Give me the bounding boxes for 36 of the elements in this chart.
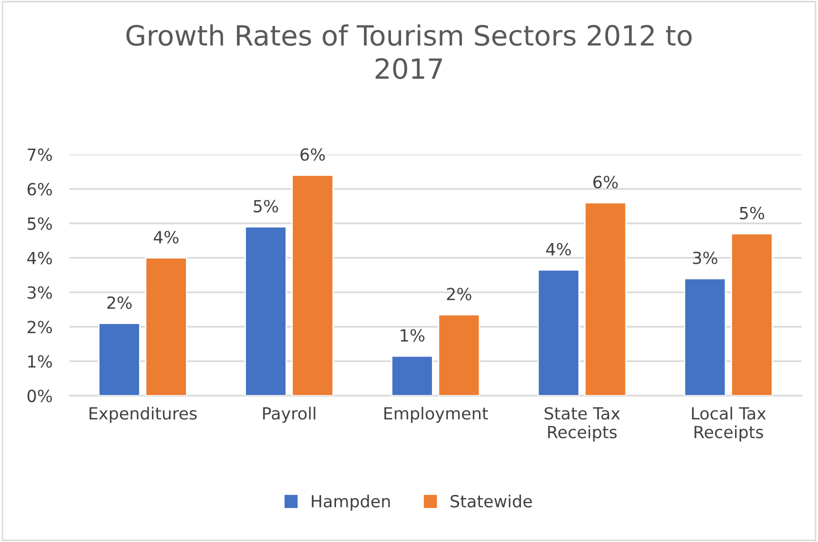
y-tick-label: 3% [28,286,52,299]
y-tick-label: 0% [28,390,52,402]
data-label: 3% [693,252,718,264]
x-tick-label: Local Tax Receipts [692,406,766,442]
x-tick-label: Employment [384,406,488,423]
bar [291,174,334,396]
data-label: 4% [154,230,178,244]
y-tick-label: 7% [28,148,52,162]
data-label: 1% [400,329,424,342]
y-tick-label: 2% [28,320,52,334]
bar [390,355,434,396]
data-label: 5% [254,200,278,212]
y-tick-label: 1% [28,355,52,368]
data-label: 5% [740,206,764,220]
x-tick-label: State Tax Receipts [544,407,620,442]
bar [584,202,627,396]
y-tick-label: 5% [28,217,52,230]
chart-title: Growth Rates of Tourism Sectors 2012 to 2017 [126,24,692,80]
bar [438,314,480,396]
y-tick-label: 6% [28,182,52,196]
y-tick-label: 4% [27,252,52,264]
bar [244,226,287,396]
x-tick-label: Expenditures [90,406,197,423]
bar [537,269,580,396]
data-label: 6% [593,176,618,188]
legend-label: Hampden [312,494,390,511]
legend-label: Statewide [450,494,532,508]
data-label: 2% [107,296,132,309]
bar [684,278,726,396]
data-label: 6% [300,148,325,161]
bar [98,322,141,396]
bar [730,233,774,396]
x-tick-label: Payroll [263,406,316,423]
bar [144,257,188,396]
data-label: 2% [447,288,472,300]
data-label: 4% [546,242,571,256]
